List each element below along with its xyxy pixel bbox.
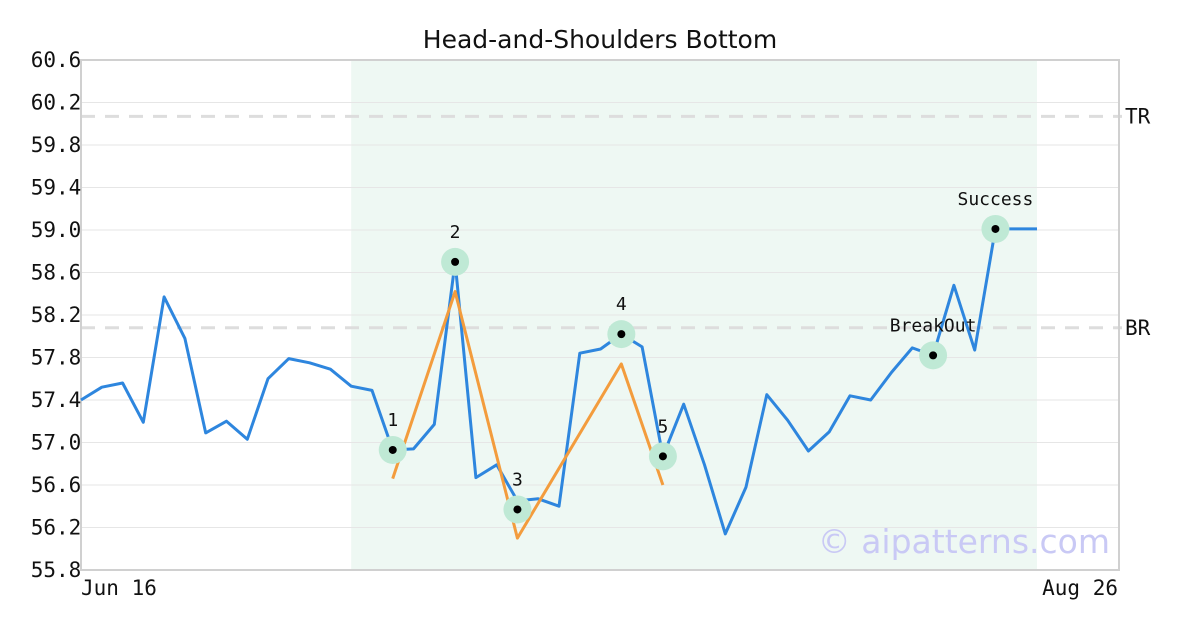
marker-dot (451, 257, 460, 266)
level-label-br: BR (1125, 316, 1151, 340)
point-label: Success (958, 189, 1034, 210)
plot-border (80, 59, 1120, 571)
pattern-point-5: 5 (648, 416, 677, 471)
pattern-annotations: 1 2 3 4 5 BreakOut Success (378, 189, 1034, 524)
point-label: 5 (657, 416, 668, 437)
chart-title: Head-and-Shoulders Bottom (423, 25, 777, 54)
level-lines: TR BR (81, 104, 1151, 340)
y-tick-label: 57.0 (31, 431, 82, 455)
pattern-point-2: 2 (441, 222, 470, 276)
point-label: BreakOut (890, 315, 977, 336)
point-label: 2 (450, 222, 461, 243)
series-lines (80, 227, 1037, 540)
point-label: 1 (387, 410, 398, 431)
watermark: © aipatterns.com (818, 522, 1110, 561)
marker-dot (658, 452, 667, 461)
plot-frame (80, 59, 1120, 571)
y-axis-tick-labels: 55.8 56.2 56.6 57.0 57.4 57.8 58.2 58.6 59.0 59.4… (31, 48, 82, 582)
y-tick-label: 60.2 (31, 91, 82, 115)
marker-dot (513, 505, 522, 514)
point-label: 3 (512, 469, 523, 490)
y-tick-label: 56.6 (31, 473, 82, 497)
y-tick-label: 58.2 (31, 303, 82, 327)
pattern-point-breakout: BreakOut (890, 315, 977, 370)
y-tick-label: 59.8 (31, 133, 82, 157)
y-tick-label: 59.0 (31, 218, 82, 242)
gridlines (81, 102, 1119, 528)
x-axis-tick-labels: Jun 16 Aug 26 (81, 576, 1118, 600)
level-label-tr: TR (1125, 104, 1151, 128)
pattern-point-1: 1 (378, 410, 407, 464)
point-label: 4 (616, 294, 627, 315)
y-tick-label: 55.8 (31, 558, 82, 582)
y-tick-label: 59.4 (31, 176, 82, 200)
marker-dot (388, 445, 397, 454)
watermark-text: © aipatterns.com (818, 522, 1110, 561)
y-tick-label: 60.6 (31, 48, 82, 72)
pattern-outline-line (391, 290, 665, 540)
x-tick-label: Aug 26 (1042, 576, 1118, 600)
price-series-line (80, 227, 1037, 536)
y-tick-label: 56.2 (31, 516, 82, 540)
x-tick-label: Jun 16 (81, 576, 157, 600)
pattern-point-3: 3 (503, 469, 532, 524)
pattern-point-success: Success (958, 189, 1034, 243)
pattern-point-4: 4 (607, 294, 636, 349)
marker-dot (991, 224, 1000, 233)
y-tick-label: 58.6 (31, 261, 82, 285)
marker-dot (617, 330, 626, 339)
y-tick-label: 57.4 (31, 388, 82, 412)
marker-dot (929, 351, 938, 360)
y-tick-label: 57.8 (31, 346, 82, 370)
